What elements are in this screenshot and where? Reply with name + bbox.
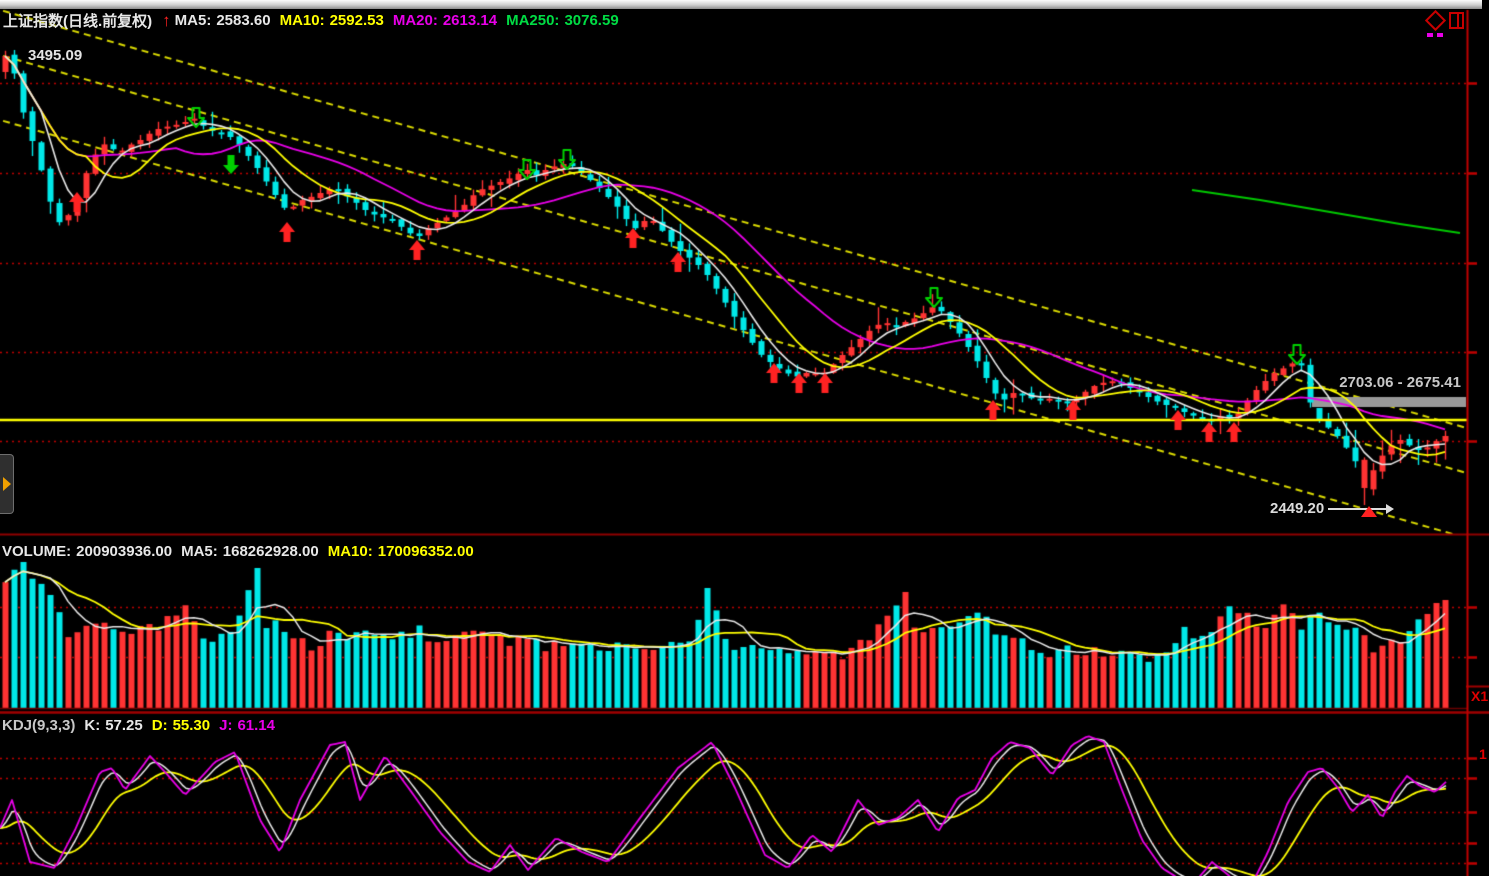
low-price-label: 2449.20 <box>1270 500 1395 517</box>
split-window-icon[interactable] <box>1449 12 1464 29</box>
low-marker-triangle-icon <box>1361 506 1377 517</box>
right-axis-partial-label: 1 <box>1479 746 1487 762</box>
ma10-value: 2592.53 <box>329 12 384 29</box>
kdj-d-value: 55.30 <box>172 717 211 734</box>
volume-ma10-value: 170096352.00 <box>377 543 474 560</box>
volume-ma5-value: 168262928.00 <box>222 543 319 560</box>
ma250-value: 3076.59 <box>564 12 619 29</box>
volume-pane[interactable] <box>0 545 1467 709</box>
ma10-label: MA10: <box>279 12 325 29</box>
window-top-strip <box>0 0 1482 9</box>
ma5-value: 2583.60 <box>216 12 271 29</box>
volume-ma10-label: MA10: <box>327 543 373 560</box>
split-window-divider <box>1457 14 1459 27</box>
magenta-dot-icon <box>1437 33 1443 37</box>
volume-ma5-label: MA5: <box>181 543 218 560</box>
volume-scale-label: X1 <box>1471 688 1489 704</box>
kdj-j-label: J: <box>219 717 233 734</box>
kdj-pane-header: KDJ(9,3,3) K: 57.25 D: 55.30 J: 61.14 <box>2 717 275 734</box>
sidebar-expander-tab[interactable] <box>0 454 14 514</box>
ma20-value: 2613.14 <box>442 12 498 29</box>
magenta-dot-icon <box>1427 33 1433 37</box>
up-arrow-icon: ↑ <box>162 10 171 30</box>
ma5-label: MA5: <box>174 12 212 29</box>
gap-range-label: 2703.06 - 2675.41 <box>1339 374 1461 391</box>
page-title: 上证指数(日线.前复权) <box>3 13 153 30</box>
price-pane-header: 上证指数(日线.前复权) ↑ MA5: 2583.60 MA10: 2592.5… <box>3 10 619 31</box>
ma20-label: MA20: <box>392 12 438 29</box>
ma250-label: MA250: <box>506 12 560 29</box>
window-high-label: 3495.09 <box>28 47 83 64</box>
volume-value: 200903936.00 <box>76 543 173 560</box>
volume-pane-header: VOLUME: 200903936.00 MA5: 168262928.00 M… <box>2 543 474 560</box>
kdj-k-label: K: <box>84 717 101 734</box>
low-price-value: 2449.20 <box>1270 500 1325 517</box>
kdj-k-value: 57.25 <box>105 717 143 734</box>
price-pane[interactable] <box>0 30 1467 532</box>
kdj-pane[interactable] <box>0 716 1467 876</box>
low-arrow-shaft <box>1328 507 1387 510</box>
kdj-label: KDJ(9,3,3) <box>2 717 76 734</box>
expand-arrow-icon <box>2 477 11 491</box>
kdj-d-label: D: <box>151 717 168 734</box>
kdj-j-value: 61.14 <box>237 717 275 734</box>
low-arrow-icon <box>1386 503 1395 514</box>
volume-label: VOLUME: <box>2 543 72 560</box>
